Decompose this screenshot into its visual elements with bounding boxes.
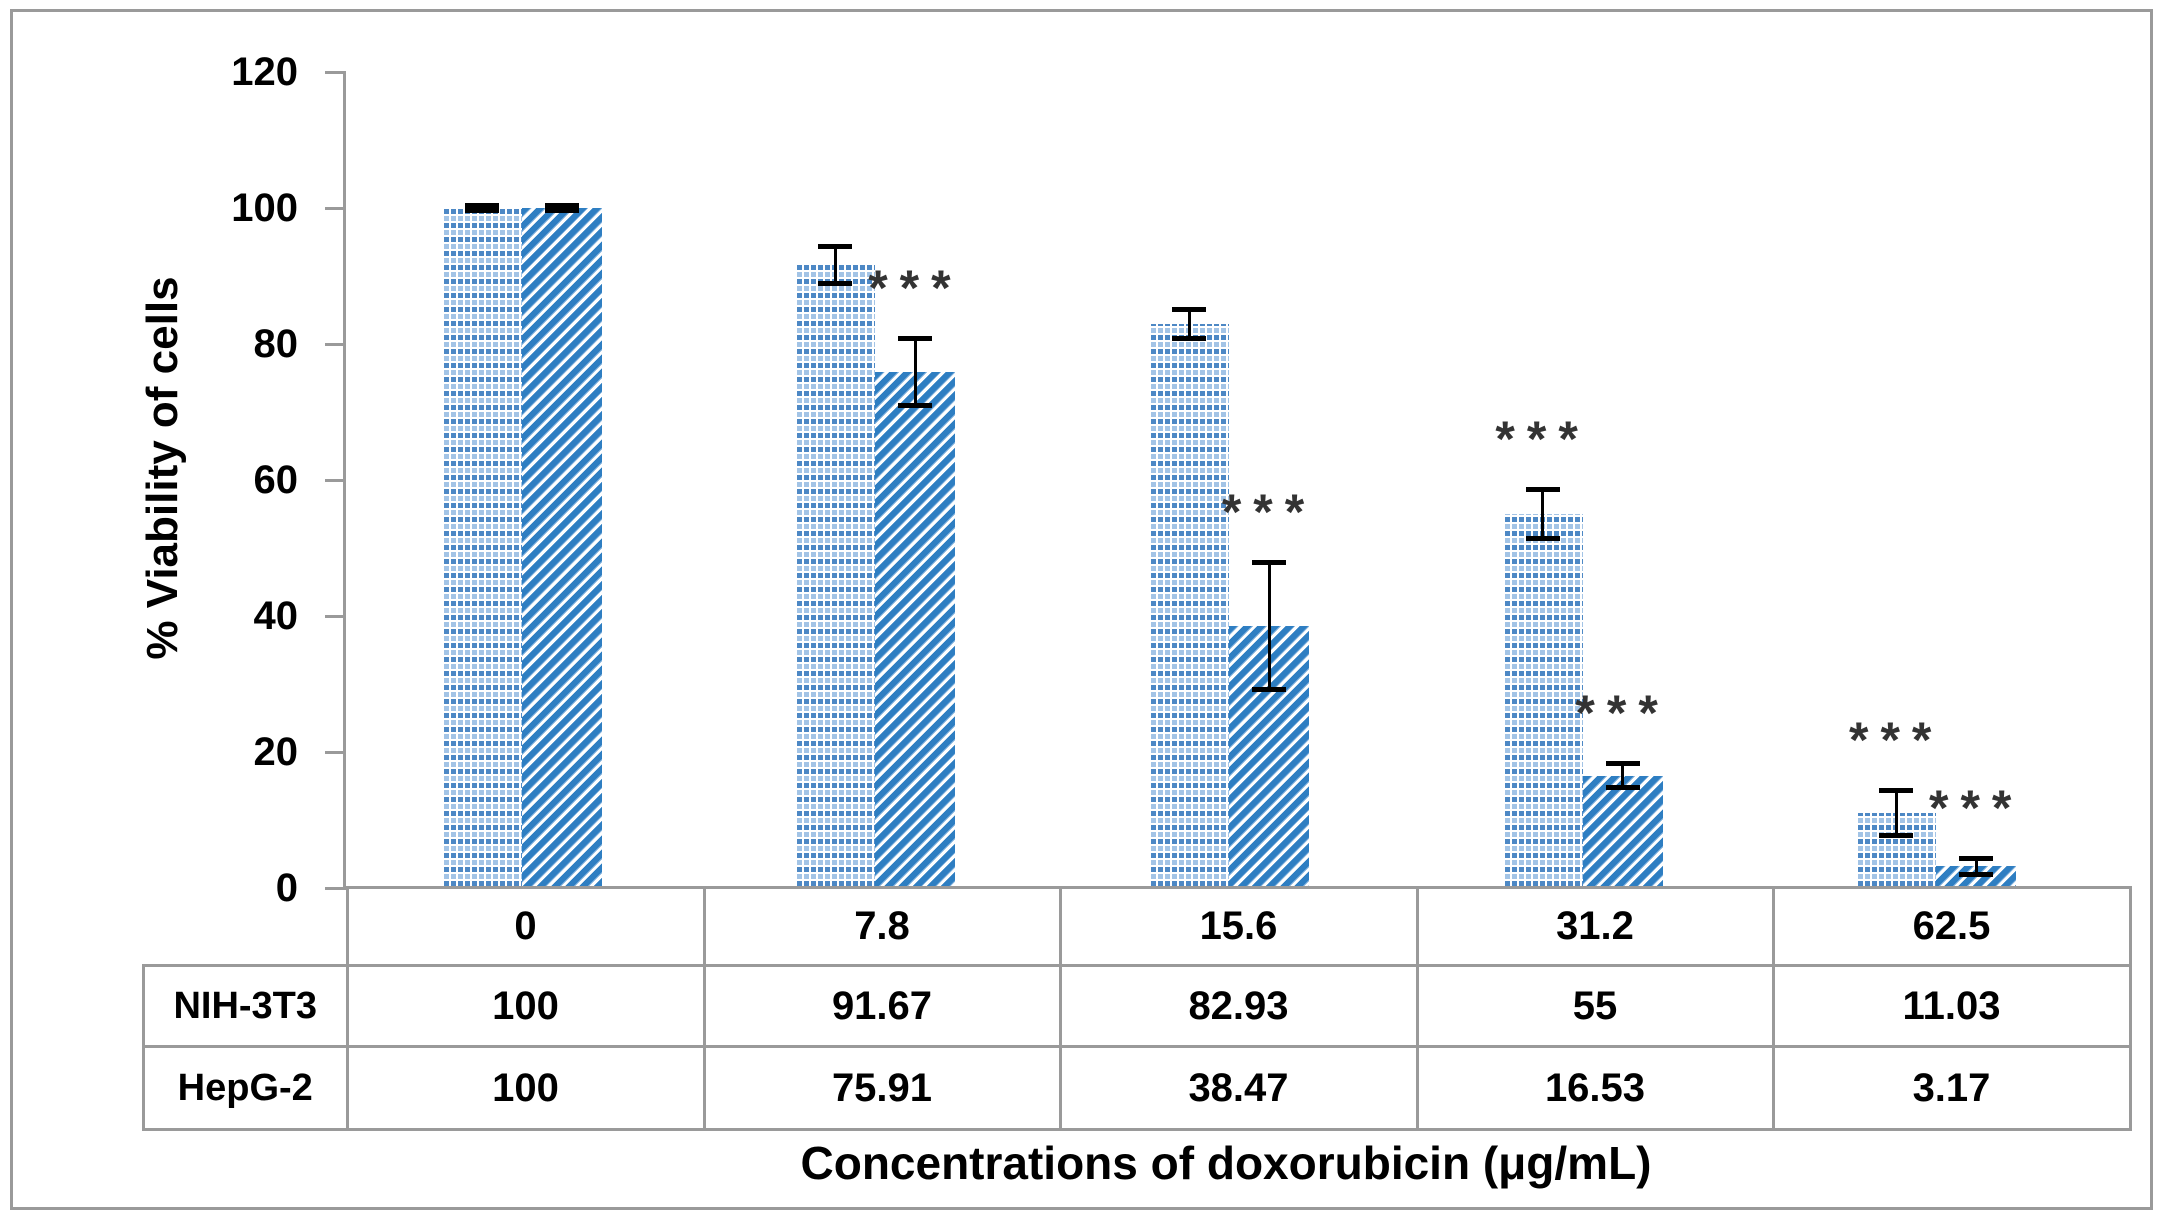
error-bar-cap-bottom [1605, 784, 1640, 790]
y-axis-tick-label: 80 [253, 322, 299, 366]
error-bar-line [1267, 562, 1271, 691]
series-value-cell: 16.53 [1415, 1045, 1775, 1131]
series-label-cell: NIH-3T3 [142, 964, 349, 1048]
y-axis-tick-label: 60 [253, 458, 299, 502]
error-bar-line [913, 337, 917, 406]
category-header-cell: 62.5 [1771, 886, 2132, 967]
error-bar-cap-top [464, 203, 499, 209]
significance-stars: *** [1575, 685, 1670, 742]
error-bar-cap-top [1605, 761, 1640, 767]
error-bar-cap-bottom [544, 207, 579, 213]
category-header-cell: 31.2 [1415, 886, 1775, 967]
series-value-cell: 11.03 [1771, 964, 2132, 1048]
bar-nih-3t3-15.6 [1149, 324, 1229, 888]
series-value-cell: 75.91 [702, 1045, 1062, 1131]
table-row: 0 7.8 15.6 31.2 62.5 [144, 886, 2132, 967]
y-axis-tick [325, 886, 346, 890]
bar-hepg-2-0 [521, 208, 602, 888]
error-bar-cap-bottom [898, 402, 933, 408]
error-bar-line [1894, 789, 1898, 837]
bar-hepg-2-62.5 [1936, 866, 2017, 888]
error-bar-cap-bottom [1525, 536, 1560, 542]
table-row: HepG-2 100 75.91 38.47 16.53 3.17 [142, 1045, 2132, 1131]
error-bar-cap-bottom [818, 280, 853, 286]
significance-stars: *** [868, 259, 963, 316]
error-bar-cap-top [1252, 560, 1286, 566]
error-bar-line [1541, 488, 1545, 540]
error-bar-cap-top [1879, 787, 1914, 793]
category-header-cell: 7.8 [702, 886, 1062, 967]
error-bar-cap-top [1959, 856, 1994, 862]
series-value-cell: 38.47 [1058, 1045, 1419, 1131]
bar-nih-3t3-62.5 [1856, 812, 1937, 888]
error-bar-line [1621, 763, 1625, 788]
series-value-cell: 3.17 [1771, 1045, 2132, 1131]
y-axis-tick [325, 614, 346, 618]
bar-hepg-2-7.8 [875, 371, 956, 888]
y-axis-tick [325, 478, 346, 482]
error-bar-cap-bottom [1879, 833, 1914, 839]
bar-nih-3t3-0 [441, 208, 522, 888]
bar-hepg-2-31.2 [1582, 775, 1663, 888]
error-bar-cap-top [1525, 486, 1560, 492]
error-bar-cap-top [818, 243, 853, 249]
series-value-cell: 55 [1415, 964, 1775, 1048]
series-value-cell: 100 [345, 1045, 706, 1131]
bar-nih-3t3-7.8 [795, 264, 876, 888]
x-axis-title: Concentrations of doxorubicin (μg/mL) [800, 1137, 1652, 1189]
series-value-cell: 100 [345, 964, 706, 1048]
y-axis-tick [325, 206, 346, 210]
y-axis-tick-label: 100 [231, 186, 298, 230]
y-axis-tick-label: 0 [275, 866, 298, 910]
y-axis-tick-label: 40 [253, 594, 299, 638]
significance-stars: *** [1495, 410, 1590, 467]
error-bar-cap-bottom [1252, 687, 1286, 693]
error-bar-cap-top [1172, 307, 1206, 313]
error-bar-cap-bottom [1172, 336, 1206, 342]
significance-stars: *** [1221, 484, 1317, 541]
error-bar-cap-bottom [1959, 871, 1994, 877]
bar-nih-3t3-31.2 [1502, 514, 1583, 888]
error-bar-cap-bottom [464, 207, 499, 213]
category-header-cell: 15.6 [1058, 886, 1419, 967]
table-row: NIH-3T3 100 91.67 82.93 55 11.03 [142, 964, 2132, 1048]
error-bar-cap-top [544, 203, 579, 209]
series-value-cell: 82.93 [1058, 964, 1419, 1048]
table-corner-cell [144, 888, 348, 966]
error-bar-line [833, 245, 837, 284]
series-label-cell: HepG-2 [142, 1045, 349, 1131]
error-bar-line [1187, 309, 1191, 340]
series-value-cell: 91.67 [702, 964, 1062, 1048]
y-axis-tick [325, 70, 346, 74]
y-axis-tick [325, 342, 346, 346]
y-axis-tick-label: 120 [231, 50, 298, 94]
y-axis-tick [325, 750, 346, 754]
significance-stars: *** [1849, 711, 1944, 768]
error-bar-cap-top [898, 335, 933, 341]
category-header-cell: 0 [345, 886, 706, 967]
error-bar-line [1974, 858, 1978, 875]
significance-stars: *** [1929, 780, 2024, 837]
data-table: 0 7.8 15.6 31.2 62.5 NIH-3T3 100 91.67 82.93 55 11… [142, 886, 2132, 1131]
y-axis-tick-label: 20 [253, 730, 299, 774]
